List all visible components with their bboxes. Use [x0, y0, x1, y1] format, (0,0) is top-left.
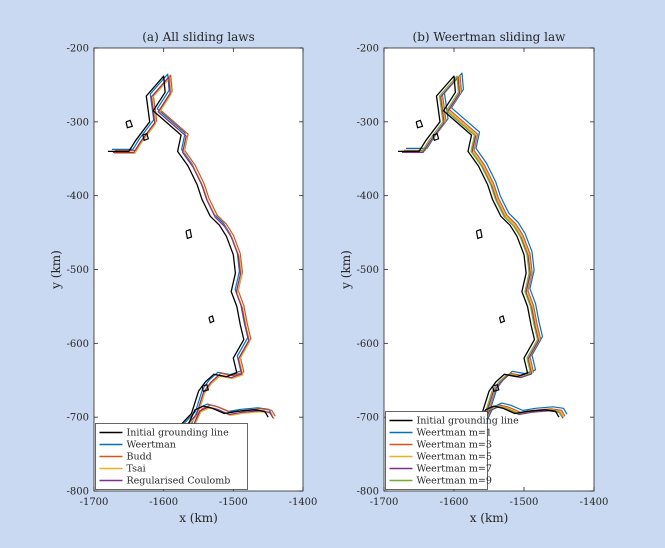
series-line-4 [112, 76, 274, 430]
legend-label: Tsai [127, 464, 146, 475]
island-outline [491, 383, 500, 393]
panel-b: -1700 -1600 -1500 -1400 -200 -300 -400 -500 -600… [339, 30, 608, 525]
x-tick-label: -1700 [370, 497, 399, 508]
y-tick-label: -800 [357, 487, 379, 498]
y-tick-label: -600 [67, 339, 89, 350]
island-outline [142, 132, 150, 142]
series-line-5 [401, 75, 563, 429]
legend-box [385, 411, 488, 490]
island-outline [201, 383, 210, 393]
legend-label: Weertman m=3 [417, 440, 492, 451]
legend-label: Weertman m=7 [417, 464, 492, 475]
y-axis-label: y (km) [49, 250, 63, 290]
panel-a: -1700 -1600 -1500 -1400 -200 -300 -400 -500 -600… [49, 30, 317, 525]
island-outline [415, 119, 424, 129]
x-axis-label: x (km) [179, 511, 218, 525]
series-line-4 [402, 76, 564, 430]
y-tick-label: -300 [67, 117, 89, 128]
island-outline [208, 315, 215, 324]
island-outline [475, 228, 483, 240]
legend-label: Weertman m=1 [417, 428, 492, 439]
island-outline [498, 315, 506, 324]
x-tick-label: -1500 [510, 497, 539, 508]
y-tick-label: -800 [67, 487, 89, 498]
y-tick-label: -400 [67, 191, 89, 202]
x-tick-label: -1400 [580, 497, 609, 508]
series-line-1 [406, 72, 568, 426]
chart-title: (b) Weertman sliding law [413, 30, 567, 44]
legend-label: Weertman m=5 [417, 452, 492, 463]
legend-label: Weertman m=9 [417, 476, 492, 487]
x-tick-label: -1600 [149, 497, 178, 508]
legend-label: Regularised Coulomb [127, 476, 231, 487]
legend-label: Initial grounding line [127, 428, 230, 439]
y-tick-label: -200 [357, 44, 379, 55]
island-outline [185, 228, 193, 240]
y-tick-label: -700 [67, 413, 89, 424]
y-tick-label: -600 [357, 339, 379, 350]
x-tick-label: -1400 [289, 497, 318, 508]
initial-grounding-line [107, 75, 269, 429]
y-tick-label: -400 [357, 191, 379, 202]
chart-title: (a) All sliding laws [142, 30, 255, 44]
series-line-3 [113, 77, 275, 431]
y-axis-label: y (km) [339, 250, 353, 290]
island-outline [125, 119, 134, 129]
legend-label: Weertman [127, 440, 176, 451]
island-outline [432, 132, 440, 142]
x-tick-label: -1700 [80, 497, 109, 508]
x-tick-label: -1500 [219, 497, 248, 508]
legend-label: Budd [127, 452, 152, 463]
y-tick-label: -200 [67, 44, 89, 55]
legend-label: Initial grounding line [417, 416, 520, 427]
y-tick-label: -500 [67, 265, 89, 276]
legend: Initial grounding lineWeertmanBuddTsaiRe… [95, 423, 248, 490]
y-tick-label: -300 [357, 117, 379, 128]
y-tick-label: -500 [357, 265, 379, 276]
initial-grounding-line [398, 75, 560, 429]
y-tick-label: -700 [357, 413, 379, 424]
x-axis-label: x (km) [470, 511, 509, 525]
x-tick-label: -1600 [440, 497, 469, 508]
